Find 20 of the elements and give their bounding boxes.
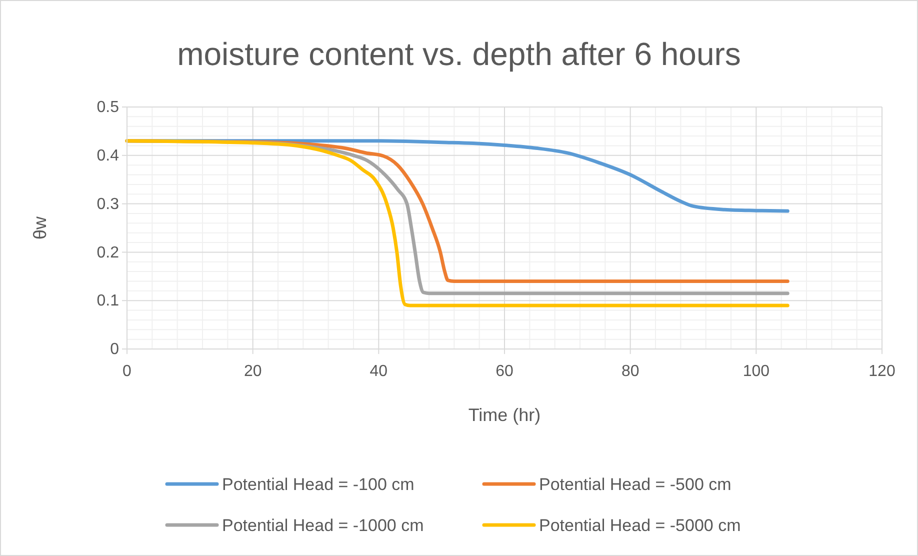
chart-title: moisture content vs. depth after 6 hours [177,36,741,72]
y-tick-label: 0.3 [96,196,120,213]
x-tick-label: 60 [496,363,514,380]
y-tick-label: 0 [110,341,120,358]
legend-label: Potential Head = -500 cm [539,475,732,494]
legend-label: Potential Head = -5000 cm [539,516,741,535]
y-tick-label: 0.4 [96,148,120,165]
x-axis-title: Time (hr) [468,405,541,425]
x-tick-label: 40 [370,363,388,380]
legend-label: Potential Head = -1000 cm [222,516,424,535]
x-tick-label: 20 [244,363,262,380]
y-tick-label: 0.1 [96,292,120,310]
y-tick-label: 0.5 [96,99,120,116]
x-tick-label: 100 [742,363,770,380]
x-tick-label: 80 [621,363,640,380]
y-axis-title: θw [30,215,50,240]
y-tick-label: 0.2 [96,244,120,262]
legend-label: Potential Head = -100 cm [222,475,414,494]
x-tick-label: 0 [122,363,132,380]
x-tick-label: 120 [868,363,896,380]
